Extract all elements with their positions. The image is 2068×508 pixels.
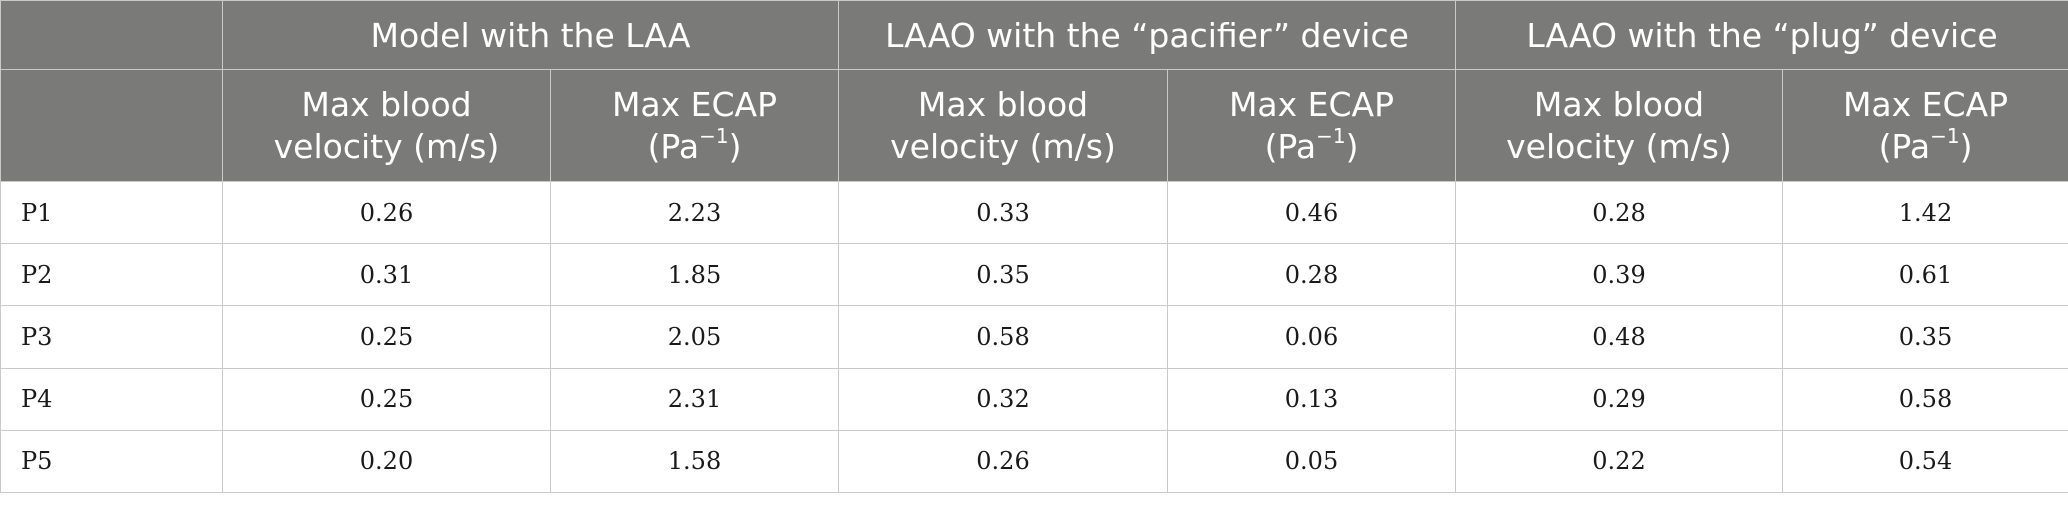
cell-plug-ecap: 0.35 <box>1782 305 2068 369</box>
velocity-header-line1: Max blood <box>1533 84 1705 124</box>
cell-pacifier-velocity: 0.32 <box>838 367 1168 431</box>
cell-pacifier-velocity: 0.35 <box>838 243 1168 307</box>
cell-plug-velocity: 0.48 <box>1455 305 1783 369</box>
velocity-header-line1: Max blood <box>917 84 1089 124</box>
cell-plug-velocity: 0.39 <box>1455 243 1783 307</box>
cell-pacifier-ecap: 0.06 <box>1167 305 1456 369</box>
ecap-header-unit: (Pa−1) <box>1264 123 1359 166</box>
table-body: P1 0.26 2.23 0.33 0.46 0.28 1.42 P2 0.31… <box>0 180 2068 494</box>
cell-plug-ecap: 1.42 <box>1782 180 2068 245</box>
results-table: Model with the LAA LAAO with the “pacifi… <box>0 0 2068 494</box>
velocity-header-line2: velocity (m/s) <box>273 126 500 166</box>
cell-laa-ecap: 2.31 <box>550 367 839 431</box>
table-row: P1 0.26 2.23 0.33 0.46 0.28 1.42 <box>0 180 2068 245</box>
cell-pacifier-velocity: 0.33 <box>838 180 1168 245</box>
table-header: Model with the LAA LAAO with the “pacifi… <box>0 0 2068 182</box>
table-row: P4 0.25 2.31 0.32 0.13 0.29 0.58 <box>0 367 2068 431</box>
row-label-p4: P4 <box>0 367 223 431</box>
cell-plug-velocity: 0.28 <box>1455 180 1783 245</box>
group-header-model-with-laa: Model with the LAA <box>222 0 839 70</box>
sub-header-plug-ecap: Max ECAP (Pa−1) <box>1782 69 2068 182</box>
cell-pacifier-ecap: 0.13 <box>1167 367 1456 431</box>
table-row: P2 0.31 1.85 0.35 0.28 0.39 0.61 <box>0 243 2068 307</box>
cell-laa-ecap: 1.58 <box>550 429 839 494</box>
ecap-header-line1: Max ECAP <box>611 84 778 124</box>
cell-plug-ecap: 0.58 <box>1782 367 2068 431</box>
cell-laa-velocity: 0.25 <box>222 367 551 431</box>
sub-header-row: Max blood velocity (m/s) Max ECAP (Pa−1)… <box>0 69 2068 182</box>
cell-plug-ecap: 0.61 <box>1782 243 2068 307</box>
group-header-row: Model with the LAA LAAO with the “pacifi… <box>0 0 2068 70</box>
sub-header-pacifier-velocity: Max blood velocity (m/s) <box>838 69 1168 182</box>
table-row: P5 0.20 1.58 0.26 0.05 0.22 0.54 <box>0 429 2068 494</box>
row-label-p3: P3 <box>0 305 223 369</box>
cell-laa-velocity: 0.20 <box>222 429 551 494</box>
table-row: P3 0.25 2.05 0.58 0.06 0.48 0.35 <box>0 305 2068 369</box>
velocity-header-line2: velocity (m/s) <box>890 126 1116 166</box>
sub-header-laa-velocity: Max blood velocity (m/s) <box>222 69 551 182</box>
cell-laa-velocity: 0.25 <box>222 305 551 369</box>
cell-laa-velocity: 0.31 <box>222 243 551 307</box>
cell-plug-velocity: 0.22 <box>1455 429 1783 494</box>
cell-pacifier-velocity: 0.58 <box>838 305 1168 369</box>
cell-pacifier-ecap: 0.28 <box>1167 243 1456 307</box>
cell-plug-ecap: 0.54 <box>1782 429 2068 494</box>
cell-laa-ecap: 2.23 <box>550 180 839 245</box>
row-label-p5: P5 <box>0 429 223 494</box>
sub-header-pacifier-ecap: Max ECAP (Pa−1) <box>1167 69 1456 182</box>
header-corner-cell <box>0 0 223 70</box>
cell-laa-velocity: 0.26 <box>222 180 551 245</box>
cell-laa-ecap: 2.05 <box>550 305 839 369</box>
ecap-header-line1: Max ECAP <box>1228 84 1395 124</box>
cell-pacifier-ecap: 0.46 <box>1167 180 1456 245</box>
cell-laa-ecap: 1.85 <box>550 243 839 307</box>
ecap-header-unit: (Pa−1) <box>647 123 742 166</box>
cell-plug-velocity: 0.29 <box>1455 367 1783 431</box>
ecap-header-line1: Max ECAP <box>1842 84 2009 124</box>
row-label-p2: P2 <box>0 243 223 307</box>
group-header-laao-pacifier: LAAO with the “pacifier” device <box>838 0 1456 70</box>
velocity-header-line1: Max blood <box>301 84 472 124</box>
sub-header-plug-velocity: Max blood velocity (m/s) <box>1455 69 1783 182</box>
group-header-laao-plug: LAAO with the “plug” device <box>1455 0 2068 70</box>
row-label-p1: P1 <box>0 180 223 245</box>
ecap-header-unit: (Pa−1) <box>1878 123 1973 166</box>
cell-pacifier-velocity: 0.26 <box>838 429 1168 494</box>
velocity-header-line2: velocity (m/s) <box>1506 126 1732 166</box>
cell-pacifier-ecap: 0.05 <box>1167 429 1456 494</box>
sub-header-laa-ecap: Max ECAP (Pa−1) <box>550 69 839 182</box>
sub-header-corner-cell <box>0 69 223 182</box>
